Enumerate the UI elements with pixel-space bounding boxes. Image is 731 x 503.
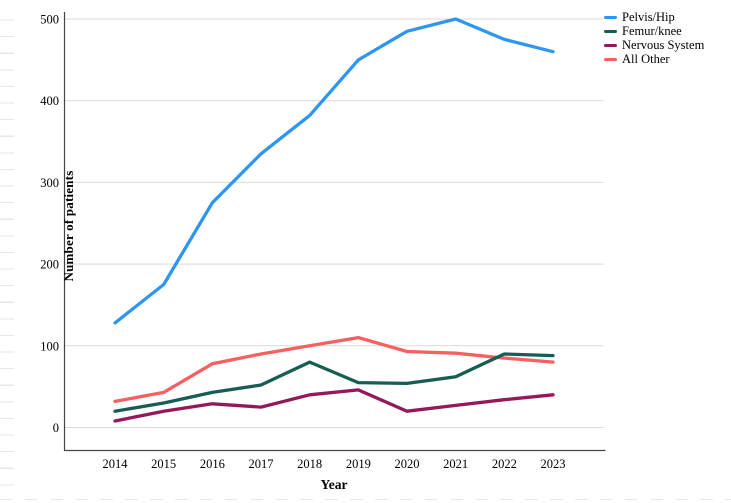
y-tick-label: 200: [40, 258, 59, 272]
y-tick-label: 300: [40, 176, 59, 190]
y-tick-label: 0: [53, 421, 59, 435]
x-tick-label: 2014: [103, 457, 129, 471]
legend-swatch-icon: [604, 43, 617, 47]
legend-swatch-icon: [604, 29, 617, 33]
series-line-all-other: [113, 335, 555, 404]
series-line-nervous-system: [113, 388, 555, 423]
x-tick-label: 2017: [249, 457, 274, 471]
x-tick-label: 2023: [541, 457, 566, 471]
page-edge-ruled-lines-artifact: [0, 4, 14, 499]
y-tick-label: 100: [40, 339, 59, 353]
legend-label: All Other: [622, 52, 670, 66]
x-tick-label: 2018: [297, 457, 322, 471]
y-tick-label: 400: [40, 94, 59, 108]
legend-label: Femur/knee: [622, 24, 682, 38]
y-axis-title: Number of patients: [61, 170, 76, 282]
legend-item-pelvis-hip: Pelvis/Hip: [604, 10, 704, 24]
series-line-pelvis-hip: [113, 17, 555, 325]
legend-item-all-other: All Other: [604, 52, 704, 66]
series-line-femur-knee: [113, 352, 555, 413]
page-bottom-dashes-artifact: [0, 499, 731, 500]
x-axis-title: Year: [320, 477, 348, 492]
legend-swatch-icon: [604, 57, 617, 61]
x-tick-label: 2015: [151, 457, 176, 471]
legend-item-femur-knee: Femur/knee: [604, 24, 704, 38]
legend-swatch-icon: [604, 15, 617, 19]
x-tick-label: 2021: [443, 457, 468, 471]
legend-label: Nervous System: [622, 38, 705, 52]
y-tick-label: 500: [40, 13, 59, 27]
x-tick-label: 2016: [200, 457, 225, 471]
x-tick-label: 2020: [395, 457, 420, 471]
chart-legend: Pelvis/Hip Femur/knee Nervous System All…: [604, 10, 704, 66]
x-tick-label: 2019: [346, 457, 371, 471]
legend-label: Pelvis/Hip: [622, 10, 675, 24]
legend-item-nervous-system: Nervous System: [604, 38, 704, 52]
x-tick-label: 2022: [492, 457, 517, 471]
